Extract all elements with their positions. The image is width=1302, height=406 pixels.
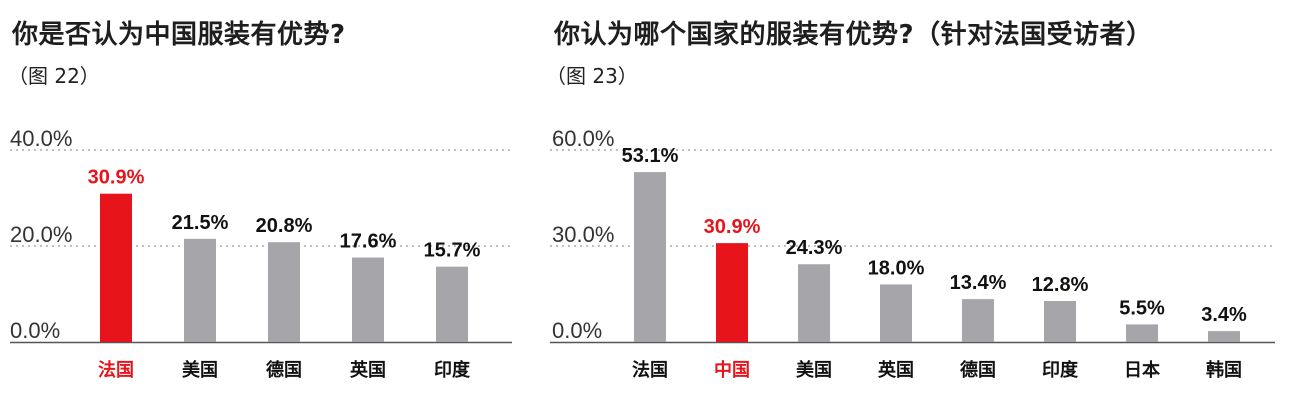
- chart-2: 0.0% 30.0% 60.0% 53.1% 法国 30.9% 中国 24.3% 美国 18.0%…: [550, 126, 1275, 381]
- bar-日本: [1126, 324, 1158, 342]
- x-tick-label: 美国: [796, 359, 832, 381]
- x-tick-label: 印度: [1042, 359, 1079, 381]
- bar-英国: [880, 284, 912, 342]
- x-tick-label: 日本: [1124, 359, 1160, 381]
- x-tick-label: 印度: [434, 359, 471, 381]
- bar-中国: [716, 243, 748, 342]
- x-tick-label: 英国: [349, 359, 386, 381]
- data-label: 13.4%: [950, 272, 1007, 294]
- x-tick-label: 中国: [714, 359, 750, 381]
- data-label: 20.8%: [256, 215, 313, 237]
- chart-1-subtitle: （图 22）: [8, 64, 100, 88]
- data-label: 17.6%: [340, 231, 397, 253]
- bar-德国: [962, 299, 994, 342]
- bar-印度: [436, 266, 468, 342]
- data-label: 24.3%: [786, 237, 843, 259]
- x-tick-label: 德国: [266, 359, 302, 381]
- data-label: 18.0%: [868, 257, 925, 279]
- x-tick-label: 英国: [877, 359, 914, 381]
- data-label: 12.8%: [1032, 274, 1089, 296]
- data-label: 30.9%: [704, 216, 761, 238]
- y-tick-label: 40.0%: [10, 126, 72, 151]
- chart-1: 0.0% 20.0% 40.0% 30.9% 法国 21.5% 美国 20.8% 德国 17.6%…: [10, 126, 512, 381]
- x-tick-label: 美国: [182, 359, 218, 381]
- y-tick-label: 20.0%: [10, 222, 72, 247]
- y-tick-label: 0.0%: [552, 318, 602, 343]
- y-tick-label: 60.0%: [552, 126, 614, 151]
- chart-2-subtitle: （图 23）: [546, 64, 638, 88]
- bar-法国: [634, 172, 666, 342]
- bar-英国: [352, 257, 384, 342]
- data-label: 5.5%: [1119, 297, 1165, 319]
- chart-2-title: 你认为哪个国家的服装有优势?（针对法国受访者）: [554, 20, 1153, 50]
- bar-美国: [184, 238, 216, 342]
- bar-法国: [100, 193, 132, 342]
- bar-印度: [1044, 301, 1076, 342]
- x-tick-label: 韩国: [1206, 359, 1242, 381]
- y-tick-label: 30.0%: [552, 222, 614, 247]
- bar-韩国: [1208, 331, 1240, 342]
- chart-1-title: 你是否认为中国服装有优势?: [12, 20, 346, 50]
- x-tick-label: 法国: [98, 359, 134, 381]
- data-label: 53.1%: [622, 145, 679, 167]
- x-tick-label: 德国: [960, 359, 996, 381]
- bar-美国: [798, 264, 830, 342]
- bar-德国: [268, 242, 300, 342]
- data-label: 15.7%: [424, 240, 481, 262]
- data-label: 21.5%: [172, 212, 229, 234]
- data-label: 30.9%: [88, 167, 145, 189]
- data-label: 3.4%: [1201, 304, 1247, 326]
- x-tick-label: 法国: [632, 359, 668, 381]
- y-tick-label: 0.0%: [10, 318, 60, 343]
